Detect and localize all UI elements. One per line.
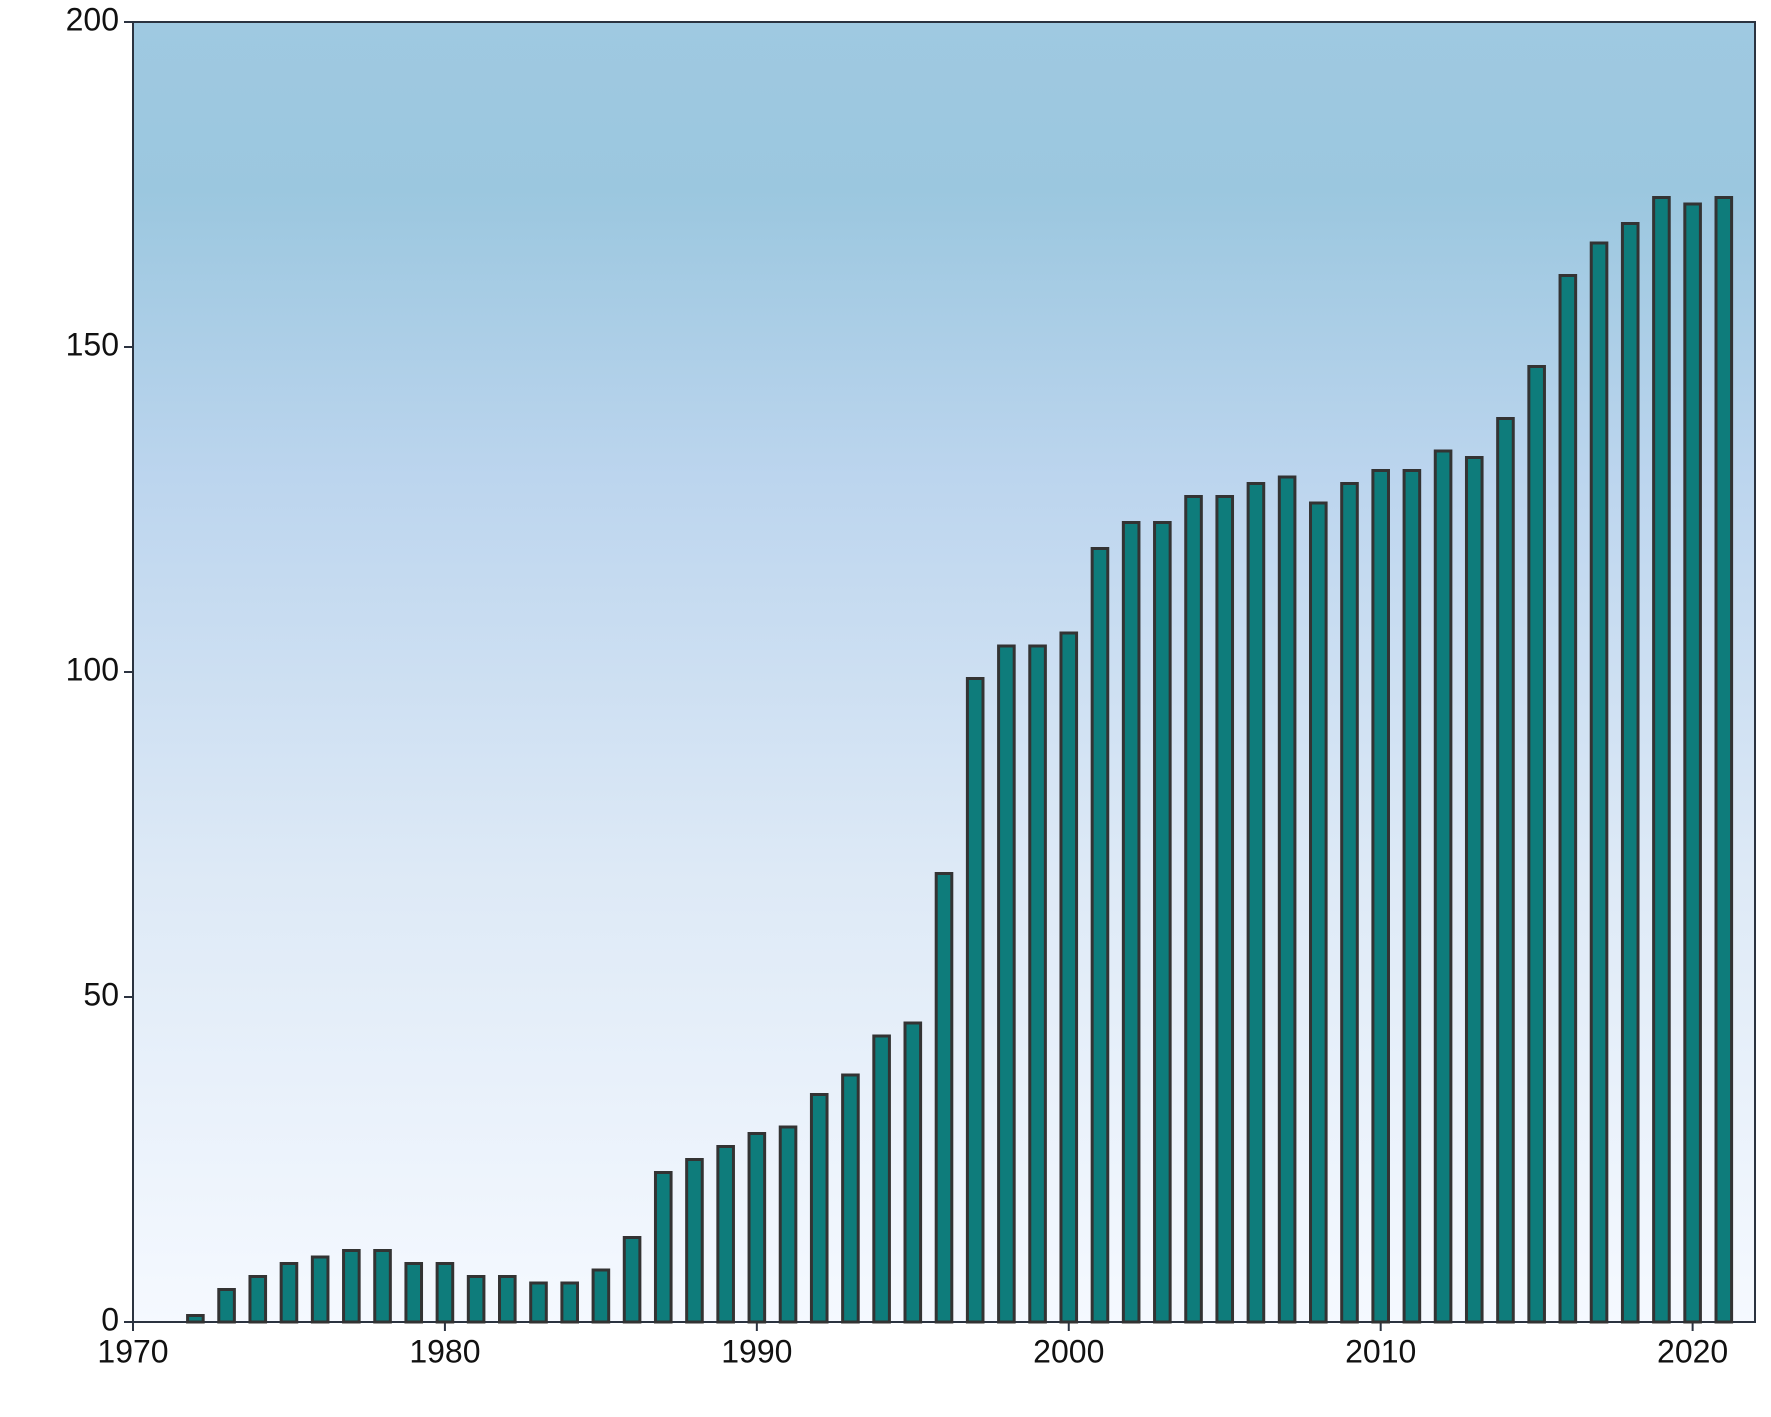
bar — [965, 677, 985, 1324]
bar — [529, 1281, 548, 1324]
bar — [1059, 631, 1079, 1324]
bar — [498, 1275, 517, 1324]
y-tick-label: 100 — [66, 651, 119, 687]
x-tick-label: 2000 — [1033, 1333, 1104, 1369]
bar — [653, 1171, 673, 1324]
y-tick-label: 150 — [66, 326, 119, 362]
bar — [997, 644, 1016, 1324]
bar — [1464, 456, 1484, 1324]
y-tick-label: 50 — [83, 976, 119, 1012]
x-tick-label: 1980 — [409, 1333, 480, 1369]
bar — [1153, 521, 1172, 1324]
y-tick-label: 0 — [101, 1301, 119, 1337]
bar — [1309, 501, 1328, 1324]
bar — [1652, 196, 1671, 1324]
bar — [435, 1262, 455, 1324]
bar — [747, 1132, 767, 1324]
x-tick-label: 2010 — [1345, 1333, 1416, 1369]
bar — [186, 1314, 205, 1324]
bar — [622, 1236, 642, 1324]
bar — [1246, 482, 1266, 1324]
bar — [1277, 475, 1297, 1324]
bar — [560, 1281, 579, 1324]
bar — [342, 1249, 361, 1324]
bar — [1714, 196, 1734, 1324]
bar — [1683, 202, 1702, 1324]
bar — [1620, 222, 1640, 1324]
bar — [934, 872, 954, 1324]
bar — [466, 1275, 486, 1324]
bar — [1496, 417, 1515, 1324]
bar — [1402, 469, 1422, 1324]
bar — [310, 1255, 330, 1324]
bar — [373, 1249, 392, 1324]
bar — [1090, 547, 1110, 1324]
x-tick-label: 1970 — [97, 1333, 168, 1369]
bar — [872, 1034, 891, 1324]
bar — [809, 1093, 829, 1324]
bar — [1215, 495, 1235, 1324]
bar — [1028, 644, 1047, 1324]
bar — [1371, 469, 1390, 1324]
bar — [841, 1073, 860, 1324]
bar — [685, 1158, 704, 1324]
bar — [903, 1021, 923, 1324]
y-tick-label: 200 — [66, 1, 119, 37]
bar — [1527, 365, 1546, 1324]
bar — [404, 1262, 424, 1324]
bar — [279, 1262, 299, 1324]
bar — [1340, 482, 1359, 1324]
bar — [716, 1145, 735, 1324]
bar — [1433, 449, 1453, 1324]
bar — [1589, 241, 1609, 1324]
bar — [1184, 495, 1203, 1324]
bar — [591, 1268, 611, 1324]
x-tick-label: 1990 — [721, 1333, 792, 1369]
bar — [778, 1125, 798, 1324]
bar — [248, 1275, 268, 1324]
x-tick-label: 2020 — [1657, 1333, 1728, 1369]
bar — [1558, 274, 1578, 1324]
bar — [217, 1288, 236, 1324]
bar — [1121, 521, 1141, 1324]
